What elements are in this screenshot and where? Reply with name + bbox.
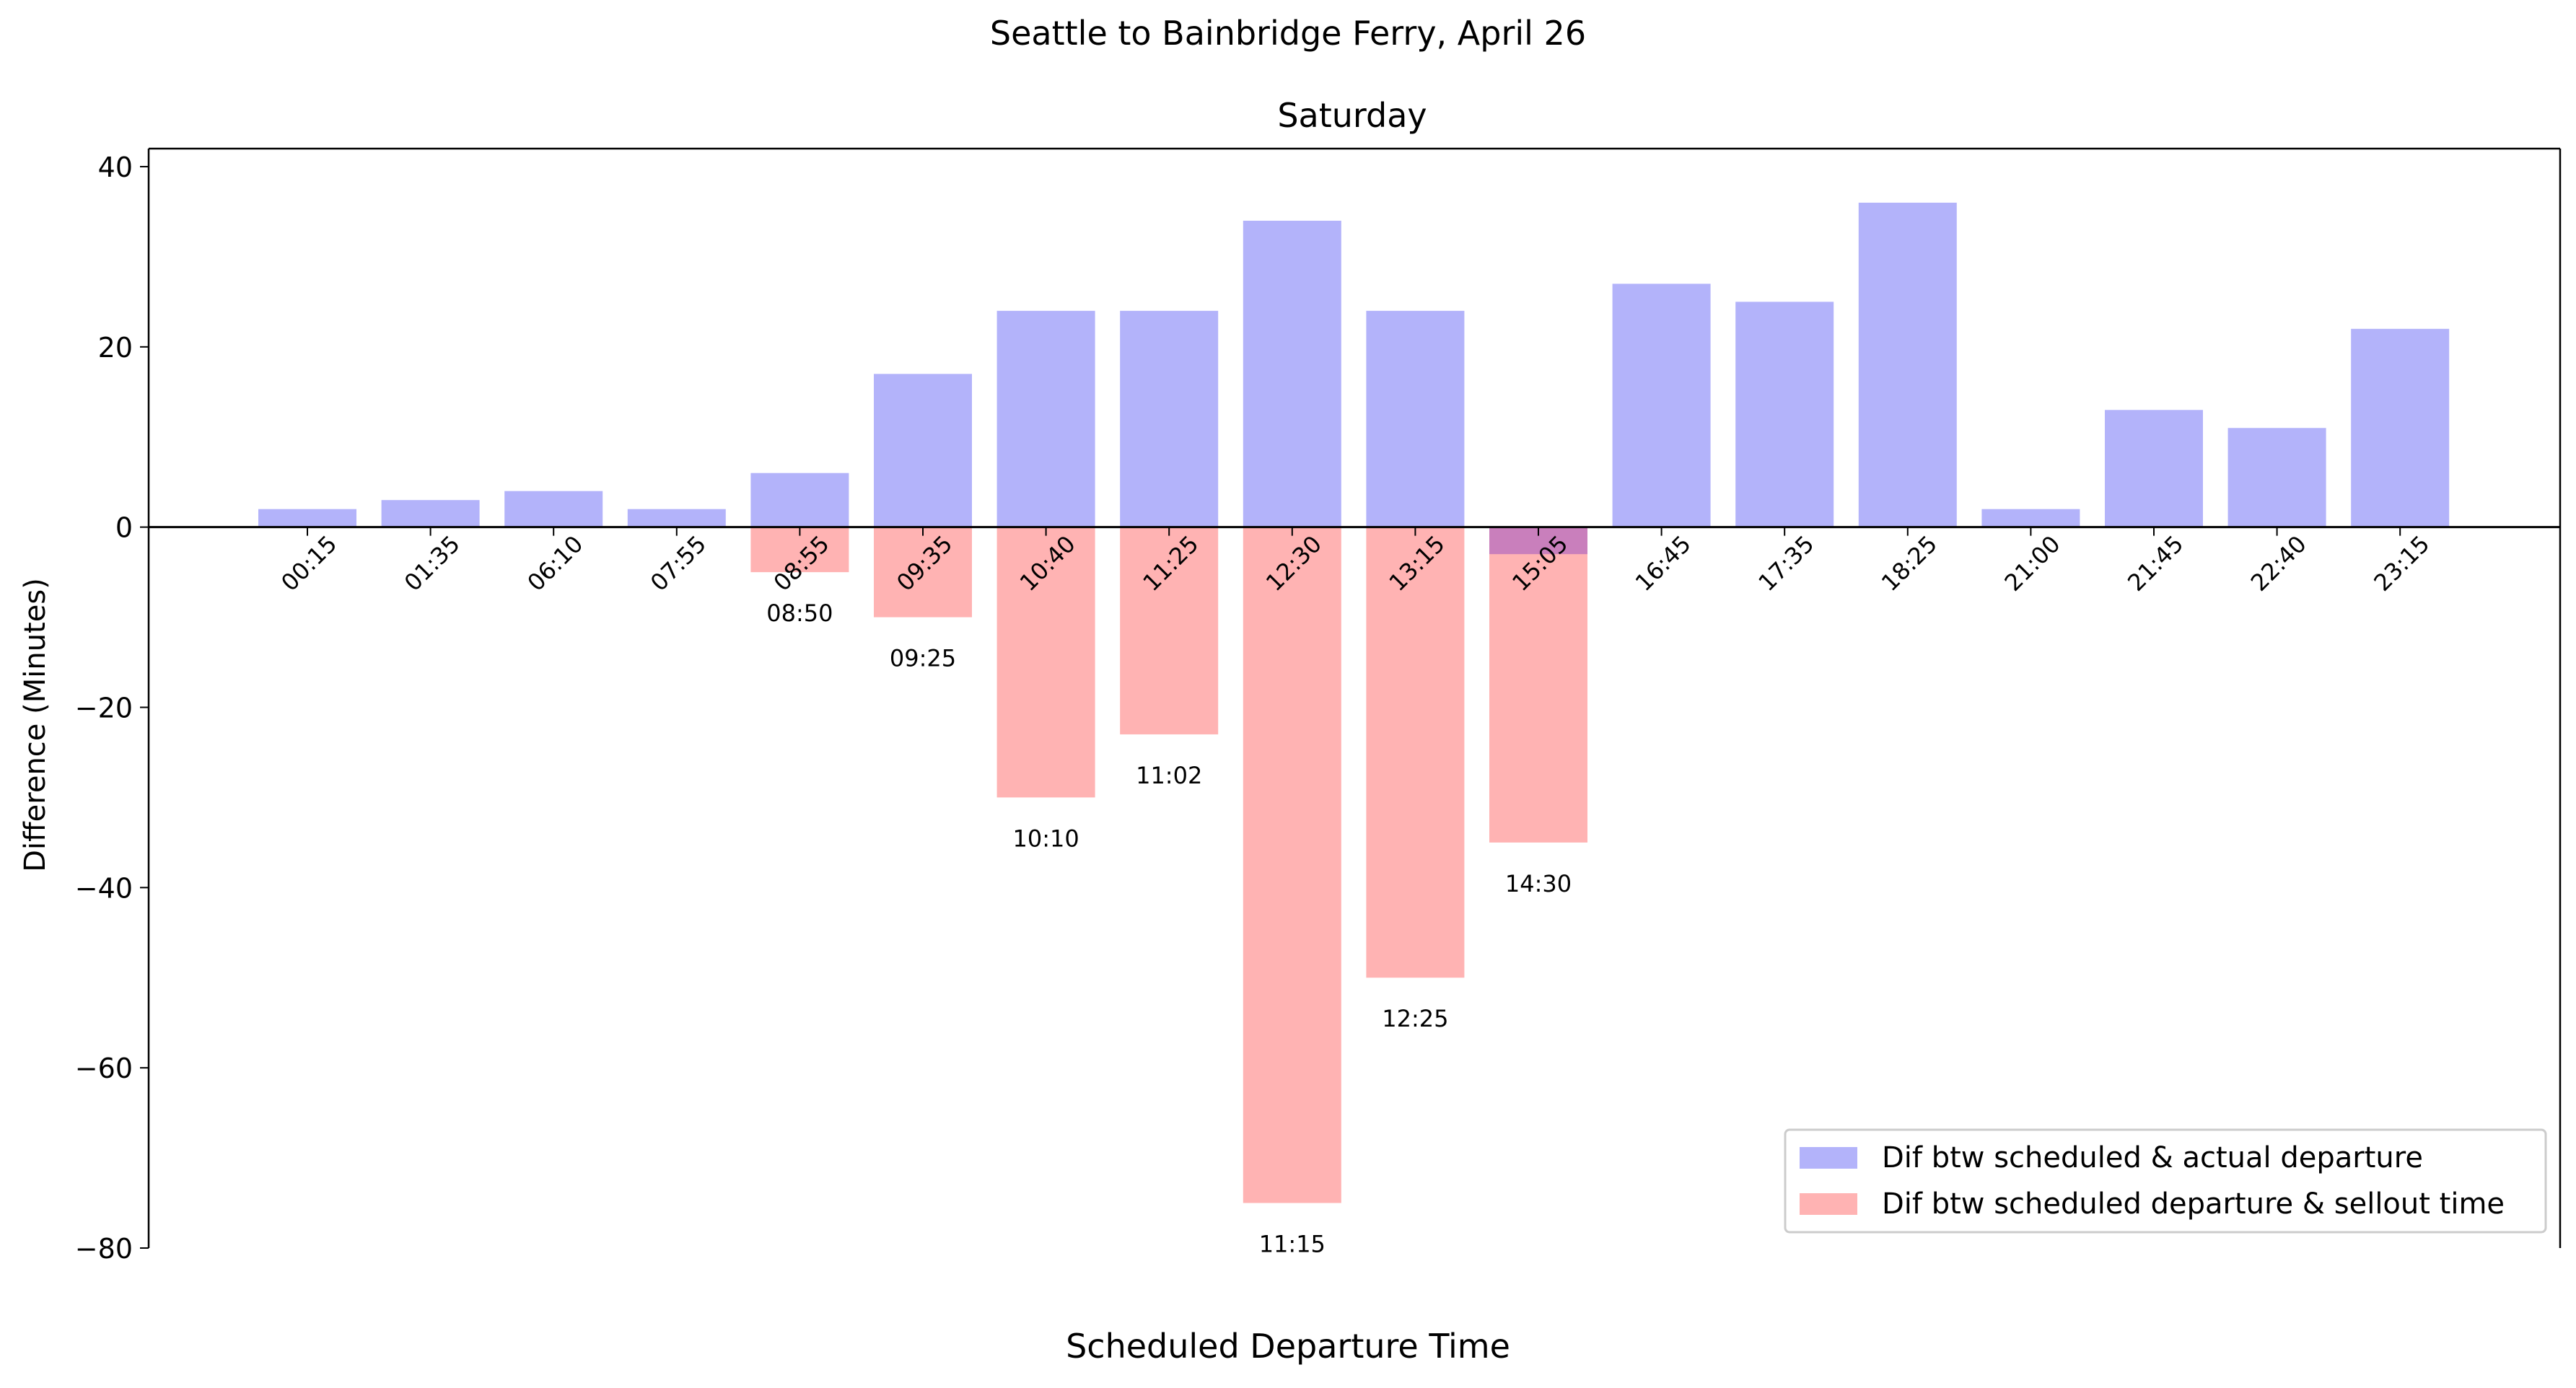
bar-sellout-11:25 xyxy=(1120,527,1219,734)
legend-box xyxy=(1784,1128,2547,1234)
legend: Dif btw scheduled & actual departure Dif… xyxy=(1784,1128,2547,1234)
y-axis-label: Difference (Minutes) xyxy=(19,578,52,872)
bar-actual-17:35 xyxy=(1735,302,1834,527)
y-ticks-layer: 40 20 0 −20 −40 −60 −80 xyxy=(75,151,149,1265)
y-tick-label--60: −60 xyxy=(75,1053,133,1084)
x-tick-label-21:00: 21:00 xyxy=(1999,530,2066,597)
sellout-label-12:30: 11:15 xyxy=(1259,1231,1326,1258)
bar-actual-16:45 xyxy=(1612,284,1711,527)
sellout-label-08:55: 08:50 xyxy=(766,599,833,627)
bar-actual-13:15 xyxy=(1366,310,1465,527)
x-tick-label-16:45: 16:45 xyxy=(1630,530,1696,597)
x-tick-label-17:35: 17:35 xyxy=(1753,530,1819,597)
y-tick-label-0: 0 xyxy=(115,512,133,544)
bar-actual-23:15 xyxy=(2351,328,2450,527)
bar-actual-18:25 xyxy=(1858,202,1957,527)
axes-frame xyxy=(147,147,2562,1248)
legend-label-actual-departure: Dif btw scheduled & actual departure xyxy=(1882,1141,2423,1174)
bar-actual-11:25 xyxy=(1120,310,1219,527)
sellout-label-10:40: 10:10 xyxy=(1012,825,1079,852)
bar-sellout-15:05 xyxy=(1489,527,1587,843)
chart-suptitle: Seattle to Bainbridge Ferry, April 26 xyxy=(990,14,1586,53)
legend-swatch-actual-departure xyxy=(1800,1147,1857,1169)
sellout-label-09:35: 09:25 xyxy=(890,645,956,672)
x-axis-label: Scheduled Departure Time xyxy=(1066,1327,1510,1366)
bar-sellout-12:30 xyxy=(1243,527,1341,1203)
bar-actual-07:55 xyxy=(627,509,726,527)
x-tick-label-00:15: 00:15 xyxy=(276,530,342,597)
x-tick-label-18:25: 18:25 xyxy=(1876,530,1942,597)
y-tick-label-20: 20 xyxy=(98,332,133,364)
x-ticks-layer: 00:15 01:35 06:10 07:55 08:55 09:35 10:40 11:25… xyxy=(276,527,2435,597)
bar-actual-00:15 xyxy=(258,509,356,527)
bar-sellout-10:40 xyxy=(996,527,1095,798)
legend-label-sellout-time: Dif btw scheduled departure & sellout ti… xyxy=(1882,1187,2505,1221)
sellout-label-11:25: 11:02 xyxy=(1136,762,1202,789)
bar-actual-12:30 xyxy=(1243,220,1341,527)
x-tick-label-07:55: 07:55 xyxy=(645,530,711,597)
bars-layer xyxy=(258,202,2450,1203)
bar-actual-08:55 xyxy=(750,473,849,527)
bar-actual-10:40 xyxy=(996,310,1095,527)
y-tick-label--80: −80 xyxy=(75,1233,133,1265)
x-tick-label-01:35: 01:35 xyxy=(399,530,465,597)
chart-title: Saturday xyxy=(1277,96,1427,135)
x-tick-label-06:10: 06:10 xyxy=(522,530,588,597)
bar-actual-01:35 xyxy=(381,500,480,527)
bar-actual-06:10 xyxy=(504,491,603,527)
legend-swatch-sellout-time xyxy=(1800,1193,1857,1215)
x-tick-label-23:15: 23:15 xyxy=(2368,530,2435,597)
y-tick-label--40: −40 xyxy=(75,872,133,904)
x-tick-label-21:45: 21:45 xyxy=(2122,530,2189,597)
y-tick-label-40: 40 xyxy=(98,151,133,183)
x-tick-label-22:40: 22:40 xyxy=(2246,530,2312,597)
bar-actual-09:35 xyxy=(874,374,972,527)
sellout-labels-layer: 08:50 09:25 10:10 11:02 11:15 12:25 14:30 xyxy=(766,599,1572,1257)
y-tick-label--20: −20 xyxy=(75,692,133,724)
bar-actual-22:40 xyxy=(2227,428,2326,527)
sellout-label-13:15: 12:25 xyxy=(1382,1005,1448,1032)
bar-actual-21:45 xyxy=(2105,410,2203,527)
sellout-label-15:05: 14:30 xyxy=(1505,870,1572,897)
bar-sellout-13:15 xyxy=(1366,527,1465,978)
bar-sellout-09:35 xyxy=(874,527,972,618)
bar-actual-21:00 xyxy=(1981,509,2080,527)
